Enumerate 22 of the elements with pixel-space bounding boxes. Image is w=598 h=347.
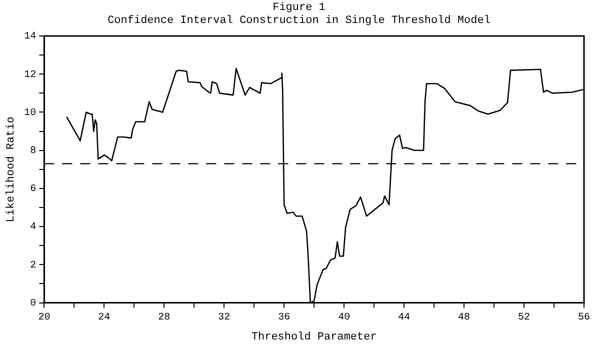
x-tick-label: 24 — [98, 312, 110, 324]
chart-title: Figure 1 — [272, 2, 326, 15]
y-tick-label: 14 — [24, 32, 36, 43]
chart-subtitle: Confidence Interval Construction in Single Threshold Model — [106, 15, 492, 28]
x-tick-label: 56 — [578, 312, 590, 324]
x-tick-label: 28 — [158, 312, 170, 324]
y-tick-label: 8 — [30, 146, 36, 157]
y-axis-title: Likelihood Ratio — [6, 116, 18, 222]
y-tick-label: 12 — [24, 70, 36, 81]
y-tick-label: 4 — [30, 222, 36, 234]
x-tick-label: 48 — [458, 312, 470, 324]
x-tick-label: 40 — [338, 312, 350, 324]
y-tick-label: 0 — [30, 298, 36, 310]
x-axis-title: Threshold Parameter — [251, 331, 377, 344]
x-tick-label: 20 — [38, 312, 50, 324]
y-tick-label: 2 — [30, 260, 36, 272]
y-tick-label: 10 — [24, 108, 36, 119]
x-tick-label: 44 — [398, 312, 410, 324]
x-tick-label: 36 — [278, 312, 290, 324]
x-tick-label: 32 — [218, 312, 230, 324]
y-tick-label: 6 — [30, 184, 36, 196]
x-tick-label: 52 — [518, 312, 530, 324]
